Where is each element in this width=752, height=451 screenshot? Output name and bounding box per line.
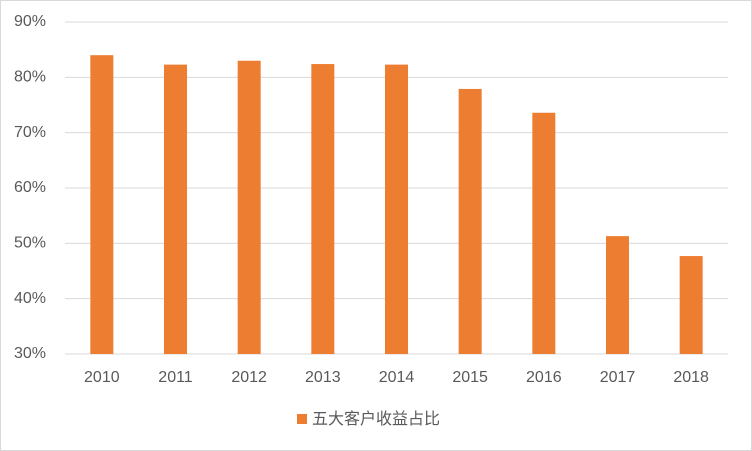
x-tick-label: 2016 — [526, 369, 562, 386]
x-tick-label: 2015 — [452, 369, 488, 386]
bar — [237, 60, 261, 354]
bar — [90, 55, 114, 354]
y-tick-label: 80% — [14, 69, 46, 86]
bar — [606, 236, 629, 354]
x-tick-label: 2017 — [600, 369, 636, 386]
y-tick-label: 50% — [14, 235, 46, 252]
y-tick-label: 40% — [14, 290, 46, 307]
y-tick-label: 30% — [14, 345, 46, 362]
x-tick-label: 2014 — [379, 369, 415, 386]
x-tick-label: 2010 — [84, 369, 120, 386]
y-tick-label: 90% — [14, 13, 46, 30]
legend-swatch — [297, 414, 307, 424]
y-tick-label: 70% — [14, 124, 46, 141]
x-tick-label: 2012 — [231, 369, 267, 386]
bar — [532, 112, 556, 354]
bar — [385, 64, 408, 355]
legend-label: 五大客户收益占比 — [312, 410, 440, 428]
bar — [164, 64, 187, 355]
y-tick-label: 60% — [14, 179, 46, 196]
x-tick-label: 2018 — [673, 369, 709, 386]
bar — [311, 64, 335, 354]
x-tick-label: 2013 — [305, 369, 341, 386]
bar — [458, 88, 482, 354]
x-tick-label: 2011 — [158, 369, 193, 386]
bar — [679, 256, 703, 354]
